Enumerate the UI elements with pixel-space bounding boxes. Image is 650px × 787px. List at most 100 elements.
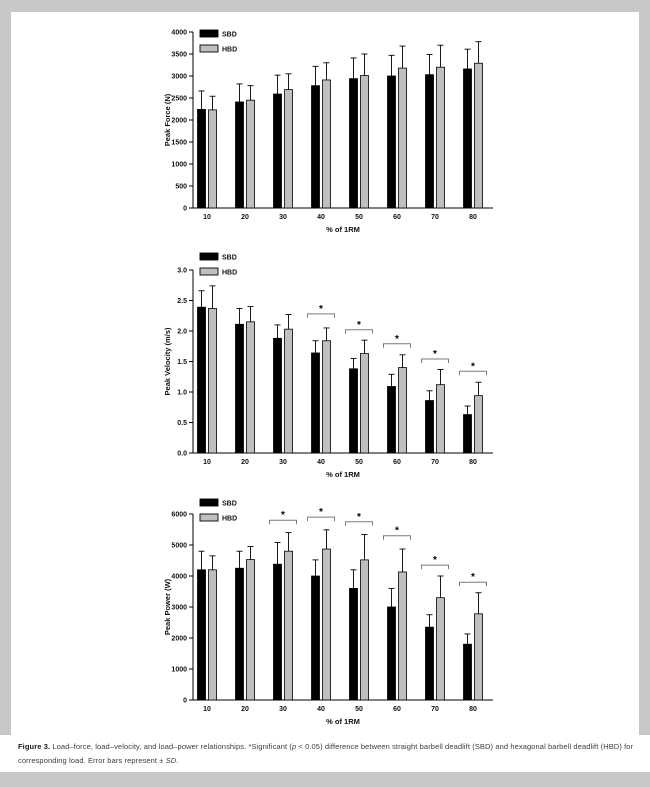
sig-bracket <box>383 535 411 540</box>
x-tick-label: 40 <box>317 459 325 466</box>
sig-bracket <box>307 516 335 522</box>
bar-hbd-50 <box>360 75 369 209</box>
x-tick-label: 30 <box>279 214 287 221</box>
bar-sbd-30 <box>273 563 282 701</box>
x-tick-label: 50 <box>355 706 363 713</box>
x-tick-label: 20 <box>241 214 249 221</box>
bar-sbd-40 <box>311 85 320 209</box>
bar-sbd-70 <box>425 626 434 701</box>
x-tick-label: 80 <box>469 706 477 713</box>
x-tick-label: 40 <box>317 214 325 221</box>
sig-asterisk: * <box>433 349 437 360</box>
y-axis-title: Peak Power (W) <box>163 578 172 635</box>
sig-asterisk: * <box>357 320 361 331</box>
bar-sbd-50 <box>349 588 358 701</box>
legend-swatch-sbd <box>199 252 219 261</box>
bar-hbd-30 <box>284 89 293 209</box>
x-tick-label: 80 <box>469 214 477 221</box>
y-tick-label: 2.0 <box>177 329 187 336</box>
y-tick-label: 0.5 <box>177 420 187 427</box>
bar-hbd-10 <box>208 109 217 209</box>
x-tick-label: 80 <box>469 459 477 466</box>
y-tick-label: 1000 <box>171 162 187 169</box>
sig-asterisk: * <box>395 526 399 537</box>
legend: SBD HBD <box>199 29 237 54</box>
sig-bracket <box>345 521 373 526</box>
bar-hbd-40 <box>322 548 331 701</box>
y-tick-label: 0 <box>183 698 187 705</box>
bar-sbd-10 <box>197 569 206 701</box>
x-tick-label: 10 <box>203 214 211 221</box>
bars: 10 20 30 40 50 60 70 80 <box>197 285 483 466</box>
bar-sbd-40 <box>311 575 320 701</box>
legend-swatch-sbd <box>199 498 219 507</box>
y-tick-label: 5000 <box>171 543 187 550</box>
y-tick-label: 2000 <box>171 636 187 643</box>
bar-hbd-60 <box>398 67 407 209</box>
legend-label-sbd: SBD <box>222 32 237 39</box>
y-tick-label: 3.0 <box>177 268 187 275</box>
y-tick-label: 1500 <box>171 140 187 147</box>
sig-bracket <box>307 313 335 318</box>
y-tick-label: 3500 <box>171 52 187 59</box>
sig-asterisk: * <box>281 510 285 521</box>
x-tick-label: 10 <box>203 459 211 466</box>
bar-sbd-10 <box>197 306 206 454</box>
sig-asterisk: * <box>357 512 361 523</box>
legend-label-hbd: HBD <box>222 47 237 54</box>
x-tick-label: 40 <box>317 706 325 713</box>
bar-sbd-20 <box>235 323 244 454</box>
x-axis-title: % of 1RM <box>326 717 360 726</box>
caption-text-1: Load–force, load–velocity, and load–powe… <box>50 742 292 751</box>
y-axis-title: Peak Force (N) <box>163 93 172 146</box>
y-tick-label: 6000 <box>171 512 187 519</box>
bar-hbd-20 <box>246 99 255 209</box>
y-tick-label: 4000 <box>171 574 187 581</box>
x-axis-title: % of 1RM <box>326 470 360 479</box>
legend-swatch-sbd <box>199 29 219 38</box>
bar-sbd-70 <box>425 74 434 209</box>
x-tick-label: 50 <box>355 214 363 221</box>
sig-bracket <box>459 581 487 587</box>
bar-sbd-60 <box>387 75 396 209</box>
legend: SBD HBD <box>199 252 237 277</box>
bar-hbd-80 <box>474 62 483 209</box>
legend-swatch-hbd <box>199 267 219 276</box>
y-tick-label: 1.0 <box>177 390 187 397</box>
x-tick-label: 60 <box>393 459 401 466</box>
bar-hbd-80 <box>474 395 483 454</box>
axes: 0.0 0.5 1.0 1.5 2.0 2.5 3.0 <box>177 268 493 458</box>
bar-sbd-60 <box>387 606 396 701</box>
legend-label-sbd: SBD <box>222 255 237 262</box>
sig-bracket <box>383 343 411 348</box>
bar-hbd-50 <box>360 559 369 701</box>
legend-label-hbd: HBD <box>222 270 237 277</box>
peak-power-chart: 0 1000 2000 3000 4000 5000 6000 10 20 30 40 50 60 70 8… <box>163 498 493 726</box>
caption-strip: Figure 3. Load–force, load–velocity, and… <box>0 735 650 772</box>
bar-hbd-10 <box>208 569 217 701</box>
bar-hbd-60 <box>398 367 407 454</box>
y-tick-label: 3000 <box>171 605 187 612</box>
bar-sbd-40 <box>311 352 320 454</box>
x-tick-label: 60 <box>393 214 401 221</box>
bar-hbd-50 <box>360 353 369 454</box>
y-tick-label: 500 <box>175 184 187 191</box>
sig-asterisk: * <box>433 555 437 566</box>
x-axis-title: % of 1RM <box>326 225 360 234</box>
caption-p-italic: p <box>291 742 297 751</box>
peak-velocity-chart: 0.00.51.01.52.02.53.010 20 30 40 50 60 70 80***… <box>163 252 493 479</box>
sig-bracket <box>345 329 373 334</box>
bar-sbd-30 <box>273 93 282 209</box>
y-tick-label: 3000 <box>171 74 187 81</box>
bar-sbd-50 <box>349 78 358 209</box>
bar-hbd-80 <box>474 613 483 701</box>
caption-text-2: < 0.05) difference between straight barb… <box>18 742 634 765</box>
bar-sbd-70 <box>425 400 434 454</box>
bar-sbd-80 <box>463 68 472 209</box>
bar-hbd-30 <box>284 328 293 454</box>
y-tick-label: 1000 <box>171 667 187 674</box>
significance-markers: * * * * * <box>307 304 487 376</box>
bar-sbd-20 <box>235 101 244 209</box>
x-tick-label: 70 <box>431 706 439 713</box>
